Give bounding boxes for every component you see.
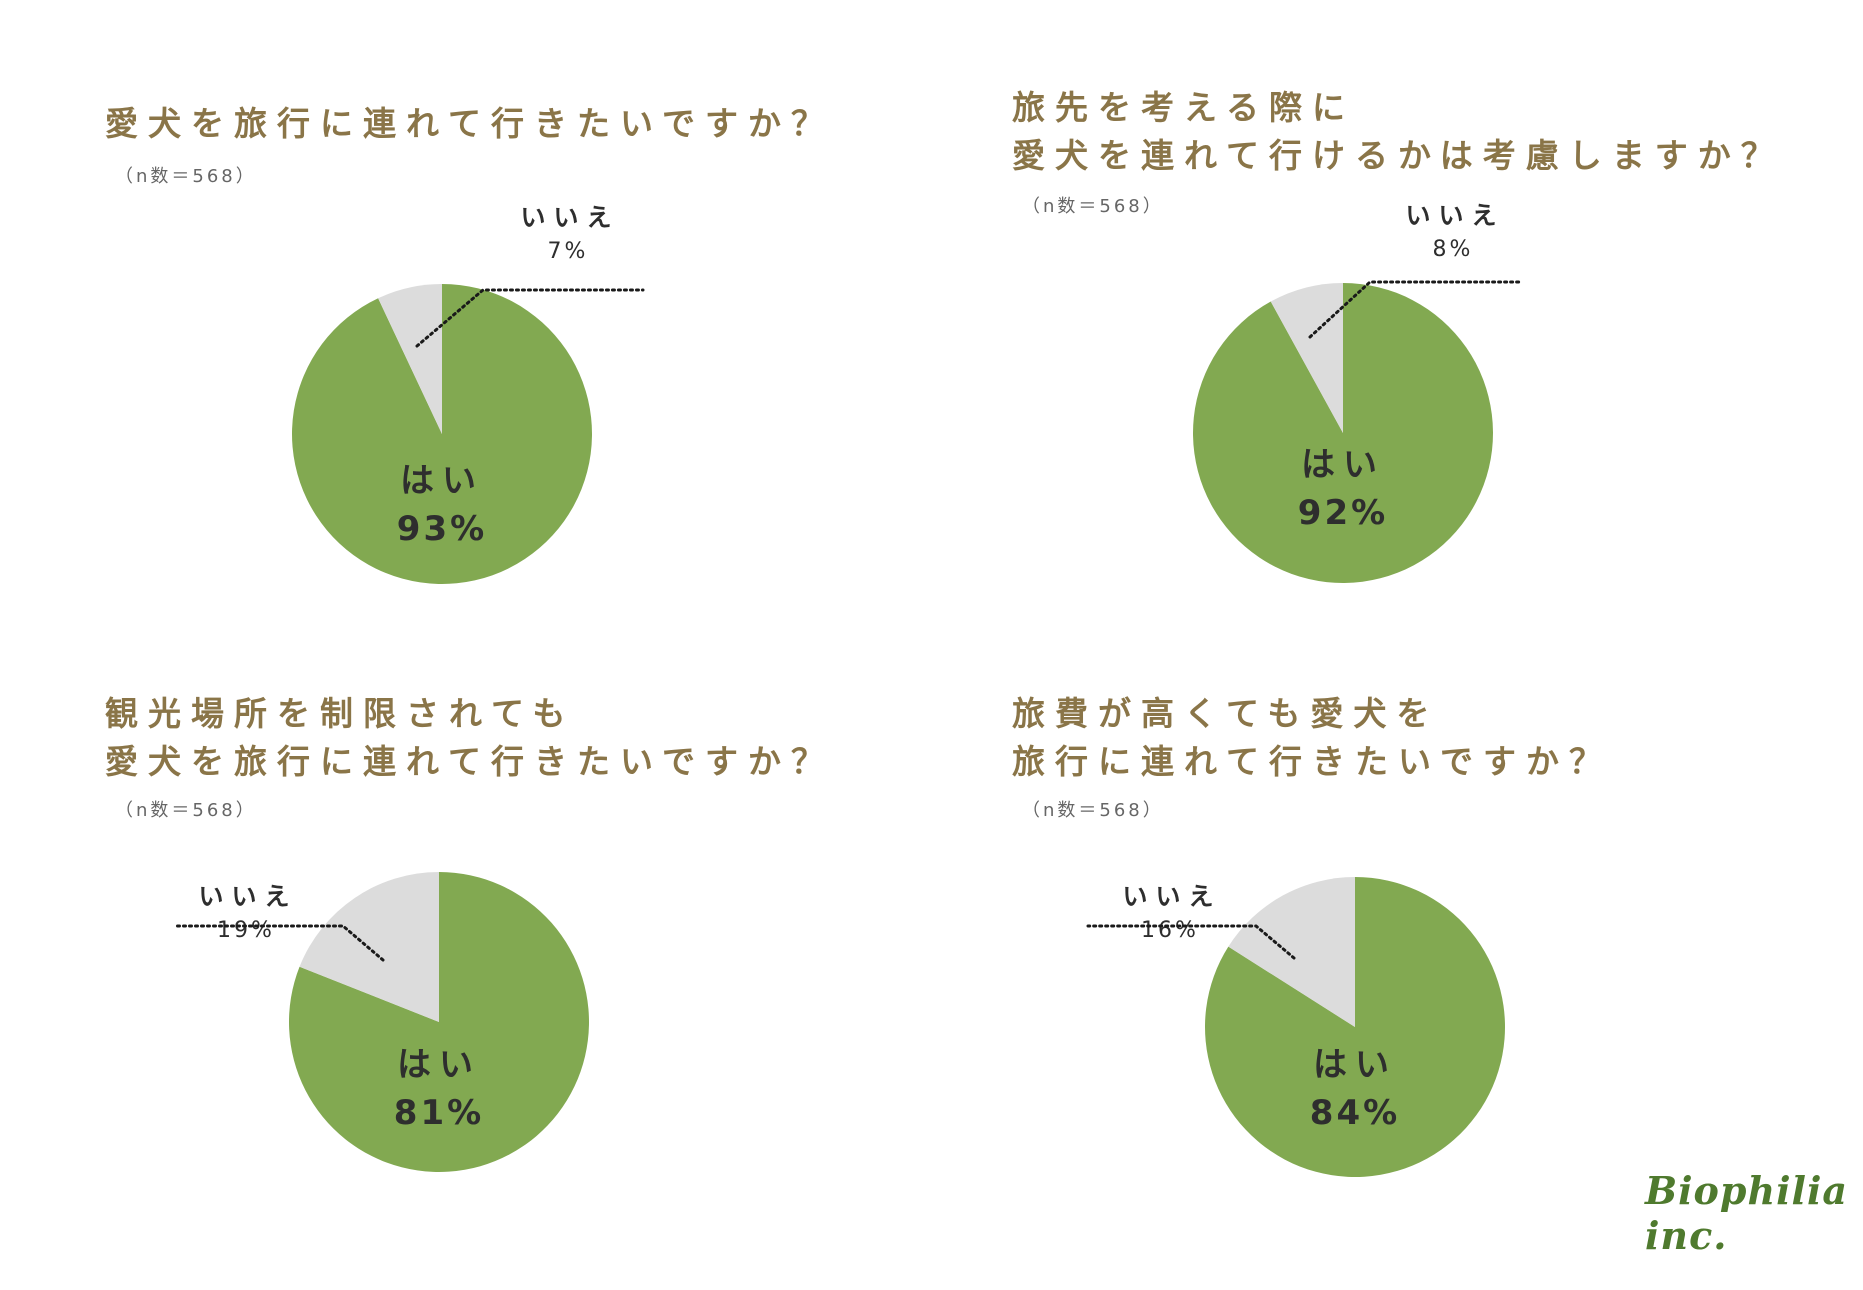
slice-label-no: いいえ bbox=[1405, 201, 1504, 230]
slice-value-no: 19% bbox=[217, 918, 275, 943]
slice-label-no: いいえ bbox=[520, 203, 619, 232]
slice-value-yes: 81% bbox=[394, 1093, 484, 1133]
slice-label-yes: はい bbox=[1313, 1045, 1397, 1085]
pie-slice-yes bbox=[292, 284, 593, 584]
pie-chart: はい 92% いいえ 8% bbox=[1193, 201, 1522, 583]
pie-slice-no bbox=[378, 284, 442, 434]
slice-label-yes: はい bbox=[1301, 445, 1385, 485]
leader-line bbox=[1308, 280, 1522, 339]
slice-value-no: 8% bbox=[1433, 237, 1474, 262]
slice-value-yes: 92% bbox=[1298, 493, 1388, 533]
slice-value-no: 16% bbox=[1141, 918, 1199, 943]
leader-line bbox=[173, 924, 385, 962]
pie-slice-no bbox=[1270, 283, 1343, 433]
pie-chart: はい 84% いいえ 16% bbox=[1086, 877, 1505, 1177]
sample-size-label: （n数＝568） bbox=[1022, 800, 1164, 821]
chart-panel-4: 旅費が高くても愛犬を 旅行に連れて行きたいですか？ （n数＝568） はい 84%… bbox=[1012, 690, 1863, 1290]
leader-line bbox=[1086, 924, 1296, 960]
chart-panel-1: 愛犬を旅行に連れて行きたいですか？ （n数＝568） はい 93% いいえ 7% bbox=[105, 100, 1005, 700]
chart-panel-3: 観光場所を制限されても 愛犬を旅行に連れて行きたいですか？ （n数＝568） は… bbox=[105, 690, 1005, 1290]
chart-title: 旅先を考える際に 愛犬を連れて行けるかは考慮しますか？ bbox=[1012, 88, 1784, 175]
chart-title: 観光場所を制限されても 愛犬を旅行に連れて行きたいですか？ bbox=[105, 694, 835, 781]
slice-label-no: いいえ bbox=[198, 882, 297, 911]
pie-chart: はい 93% いいえ 7% bbox=[292, 203, 645, 584]
slice-value-yes: 93% bbox=[397, 509, 487, 549]
slice-label-no: いいえ bbox=[1122, 882, 1221, 911]
chart-panel-2: 旅先を考える際に 愛犬を連れて行けるかは考慮しますか？ （n数＝568） はい 9… bbox=[1012, 84, 1863, 684]
sample-size-label: （n数＝568） bbox=[1022, 196, 1164, 217]
chart-title: 愛犬を旅行に連れて行きたいですか？ bbox=[105, 104, 835, 143]
slice-value-yes: 84% bbox=[1310, 1093, 1400, 1133]
sample-size-label: （n数＝568） bbox=[115, 800, 257, 821]
pie-slice-yes bbox=[289, 872, 589, 1172]
company-logo: Biophilia inc. bbox=[1645, 1168, 1849, 1258]
pie-chart: はい 81% いいえ 19% bbox=[173, 872, 589, 1172]
slice-label-yes: はい bbox=[397, 1045, 481, 1085]
sample-size-label: （n数＝568） bbox=[115, 166, 257, 187]
slice-label-yes: はい bbox=[400, 461, 484, 501]
chart-title: 旅費が高くても愛犬を 旅行に連れて行きたいですか？ bbox=[1012, 694, 1613, 781]
pie-slice-no bbox=[1228, 877, 1355, 1027]
leader-line bbox=[415, 288, 645, 348]
slice-value-no: 7% bbox=[548, 239, 589, 264]
